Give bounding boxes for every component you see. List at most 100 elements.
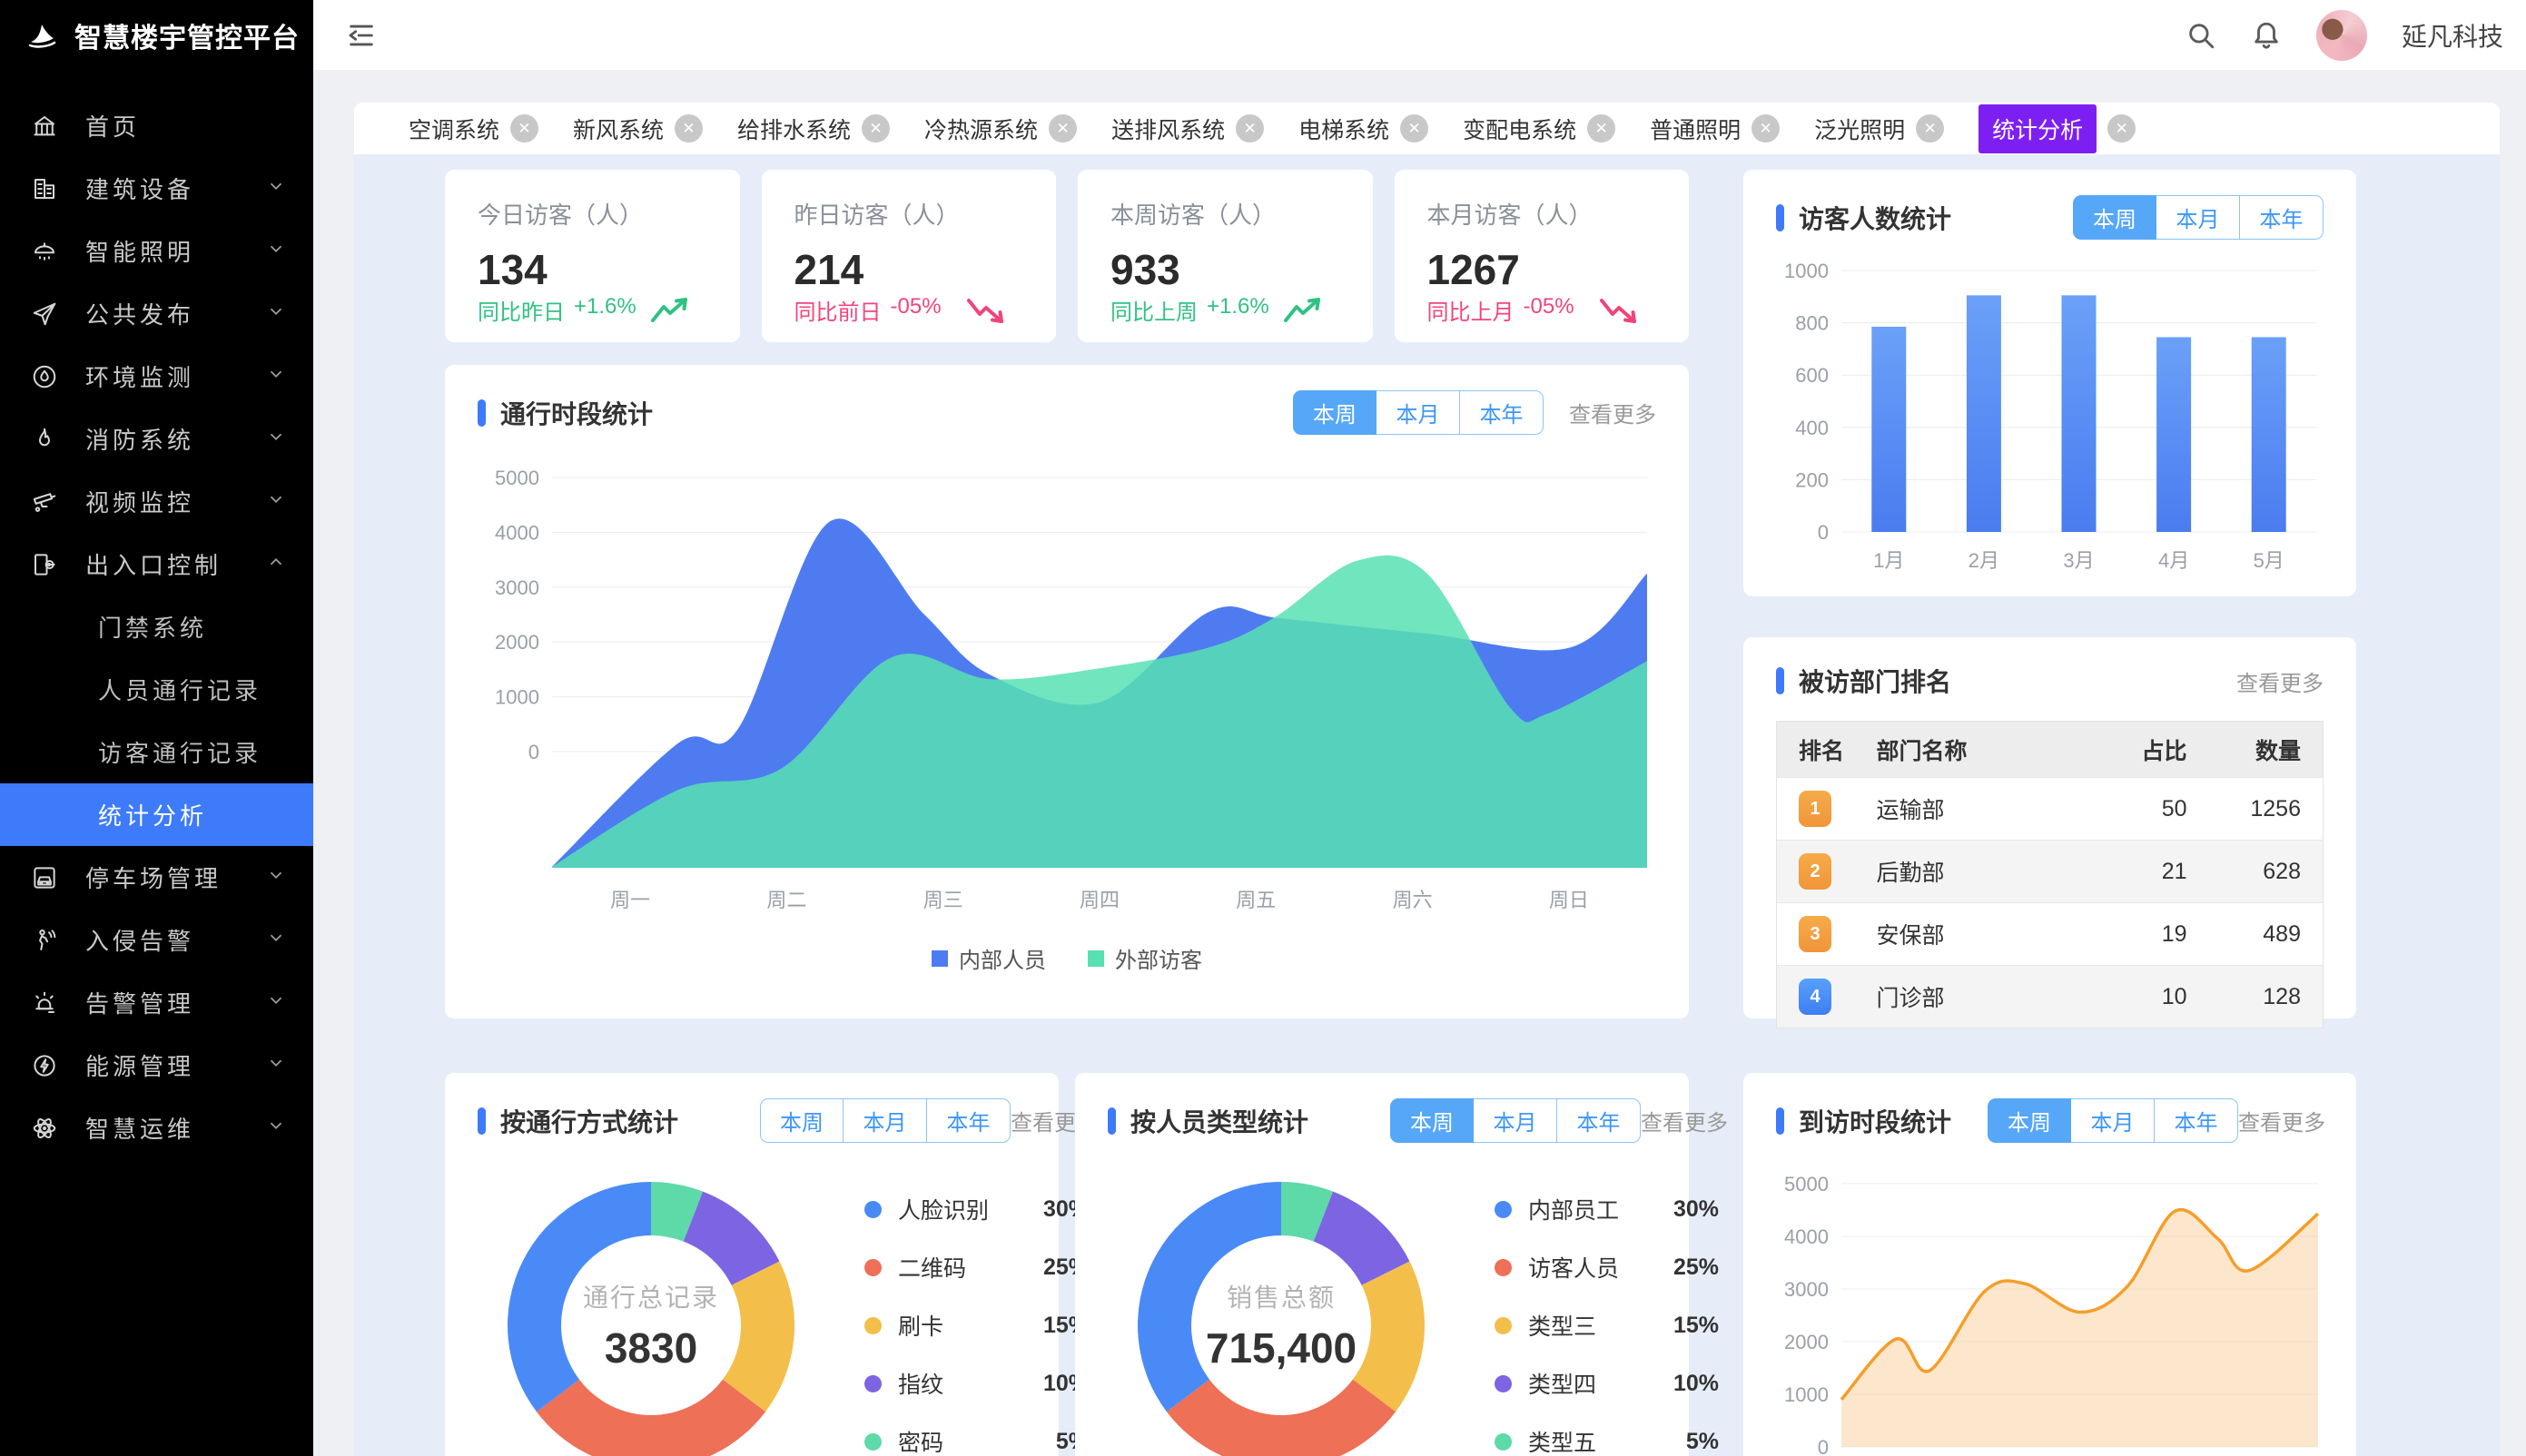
close-icon[interactable]: ✕ [862, 114, 891, 143]
sidebar-item-3[interactable]: 智能照明 [0, 220, 313, 282]
svg-text:1000: 1000 [1784, 260, 1829, 282]
svg-text:0: 0 [1818, 521, 1829, 544]
tab-统计分析[interactable]: 统计分析 ✕ [1978, 103, 2136, 153]
close-icon[interactable]: ✕ [1916, 114, 1945, 143]
search-icon[interactable] [2186, 20, 2216, 51]
close-icon[interactable]: ✕ [1400, 114, 1429, 143]
intrusion-icon [29, 925, 60, 956]
panel-person-type: 按人员类型统计 本周 本月 本年 查看更多 [1075, 1073, 1728, 1456]
stat-label: 今日访客（人） [478, 202, 644, 229]
stat-compare-value: +1.6% [1207, 294, 1269, 319]
close-icon[interactable]: ✕ [1751, 114, 1781, 143]
title-marker [1776, 1107, 1784, 1135]
legend-percent: 15% [1673, 1312, 1720, 1338]
sidebar-item-12[interactable]: 能源管理 [0, 1034, 313, 1097]
sidebar-subitem-统计分析[interactable]: 统计分析 [0, 783, 313, 846]
close-icon[interactable]: ✕ [1587, 114, 1616, 143]
sidebar-item-1[interactable]: 首页 [0, 94, 313, 157]
legend-percent: 30% [1673, 1195, 1720, 1222]
view-more-link[interactable]: 查看更多 [1569, 403, 1656, 428]
toggle-本月[interactable]: 本月 [2071, 1098, 2156, 1143]
sidebar-item-5[interactable]: 环境监测 [0, 345, 313, 408]
bell-icon[interactable] [2251, 20, 2282, 51]
tab-变配电系统[interactable]: 变配电系统 ✕ [1463, 113, 1616, 145]
close-icon[interactable]: ✕ [510, 114, 539, 143]
sidebar-item-8[interactable]: 出入口控制 [0, 533, 313, 595]
tab-泛光照明[interactable]: 泛光照明 ✕ [1814, 113, 1945, 145]
sidebar-submenu: 门禁系统 人员通行记录 访客通行记录 统计分析 [0, 595, 313, 846]
sidebar-item-9[interactable]: 停车场管理 [0, 846, 313, 909]
toggle-本周[interactable]: 本周 [1988, 1098, 2072, 1143]
tab-电梯系统[interactable]: 电梯系统 ✕ [1298, 113, 1429, 145]
svg-text:400: 400 [1795, 417, 1829, 439]
donut-legend-item: 刷卡 15% [864, 1309, 1089, 1342]
sidebar-nav: 首页建筑设备 智能照明 公共发布 环境监测 消防系统视频监控出入口控制门禁系统 人员通行记… [0, 71, 313, 1159]
sidebar-item-label: 入侵告警 [85, 928, 195, 955]
tab-label: 冷热源系统 [924, 117, 1039, 143]
view-more-link[interactable]: 查看更多 [2236, 671, 2324, 696]
column-header-count: 数量 [2195, 721, 2324, 778]
tab-冷热源系统[interactable]: 冷热源系统 ✕ [924, 113, 1078, 145]
user-avatar[interactable] [2315, 9, 2367, 61]
toggle-本年[interactable]: 本年 [927, 1098, 1011, 1143]
sidebar-subitem-门禁系统[interactable]: 门禁系统 [0, 595, 313, 658]
stat-card: 昨日访客（人） 214 同比前日 -05% [761, 170, 1056, 342]
toggle-本年[interactable]: 本年 [2155, 1098, 2239, 1143]
legend-label: 内部员工 [1528, 1198, 1620, 1224]
toggle-本月[interactable]: 本月 [844, 1098, 928, 1143]
sidebar-item-10[interactable]: 入侵告警 [0, 909, 313, 971]
sidebar-item-4[interactable]: 公共发布 [0, 282, 313, 345]
tab-送排风系统[interactable]: 送排风系统 ✕ [1111, 113, 1265, 145]
svg-text:2000: 2000 [495, 631, 539, 654]
view-more-link[interactable]: 查看更多 [2238, 1111, 2326, 1136]
stat-label: 本周访客（人） [1110, 202, 1277, 229]
toggle-本月[interactable]: 本月 [1474, 1098, 1558, 1143]
rank-badge: 4 [1799, 979, 1831, 1015]
legend-label: 人脸识别 [898, 1198, 990, 1224]
tab-空调系统[interactable]: 空调系统 ✕ [409, 113, 539, 145]
tab-普通照明[interactable]: 普通照明 ✕ [1650, 113, 1781, 145]
trend-up-icon [649, 295, 689, 326]
sidebar-item-6[interactable]: 消防系统 [0, 408, 313, 470]
close-icon[interactable]: ✕ [675, 114, 704, 143]
donut-legend-item: 人脸识别 30% [864, 1193, 1089, 1225]
title-marker [1108, 1107, 1116, 1135]
tab-给排水系统[interactable]: 给排水系统 ✕ [737, 113, 891, 145]
toggle-本周[interactable]: 本周 [1293, 390, 1376, 435]
toggle-本月[interactable]: 本月 [1376, 390, 1460, 435]
panel-title: 按通行方式统计 [478, 1103, 678, 1139]
sidebar-item-2[interactable]: 建筑设备 [0, 157, 313, 220]
sidebar-item-label: 首页 [85, 113, 141, 141]
stat-compare: 同比昨日 +1.6% [478, 294, 636, 326]
svg-text:800: 800 [1795, 312, 1829, 335]
toggle-本周[interactable]: 本周 [1390, 1098, 1475, 1143]
close-icon[interactable]: ✕ [2107, 114, 2136, 143]
collapse-sidebar-icon[interactable] [346, 20, 377, 51]
sidebar-item-11[interactable]: 告警管理 [0, 971, 313, 1034]
toggle-本年[interactable]: 本年 [1557, 1098, 1642, 1143]
view-more-link[interactable]: 查看更多 [1641, 1111, 1729, 1136]
sidebar-item-13[interactable]: 智慧运维 [0, 1097, 313, 1159]
sidebar-subitem-人员通行记录[interactable]: 人员通行记录 [0, 658, 313, 721]
logo-icon [24, 17, 60, 54]
donut-center: 通行总记录 3830 [582, 1284, 719, 1372]
sidebar-item-7[interactable]: 视频监控 [0, 470, 313, 533]
ratio-cell: 19 [2059, 902, 2196, 966]
rank-badge: 2 [1799, 853, 1831, 890]
close-icon[interactable]: ✕ [1236, 114, 1265, 143]
tab-新风系统[interactable]: 新风系统 ✕ [573, 113, 704, 145]
toggle-本周[interactable]: 本周 [760, 1098, 844, 1143]
close-icon[interactable]: ✕ [1049, 114, 1078, 143]
toggle-本年[interactable]: 本年 [1460, 390, 1544, 435]
toggle-本周[interactable]: 本周 [2073, 195, 2156, 240]
toggle-本月[interactable]: 本月 [2156, 195, 2240, 240]
environment-icon [29, 361, 60, 392]
tab-label: 电梯系统 [1298, 117, 1390, 143]
sidebar-item-label: 视频监控 [85, 489, 195, 516]
sidebar-subitem-访客通行记录[interactable]: 访客通行记录 [0, 721, 313, 783]
toggle-本年[interactable]: 本年 [2240, 195, 2324, 240]
sidebar-item-label: 出入口控制 [85, 552, 222, 579]
title-marker [478, 1107, 486, 1135]
svg-text:1000: 1000 [1784, 1383, 1829, 1406]
chevron-down-icon [266, 237, 286, 265]
